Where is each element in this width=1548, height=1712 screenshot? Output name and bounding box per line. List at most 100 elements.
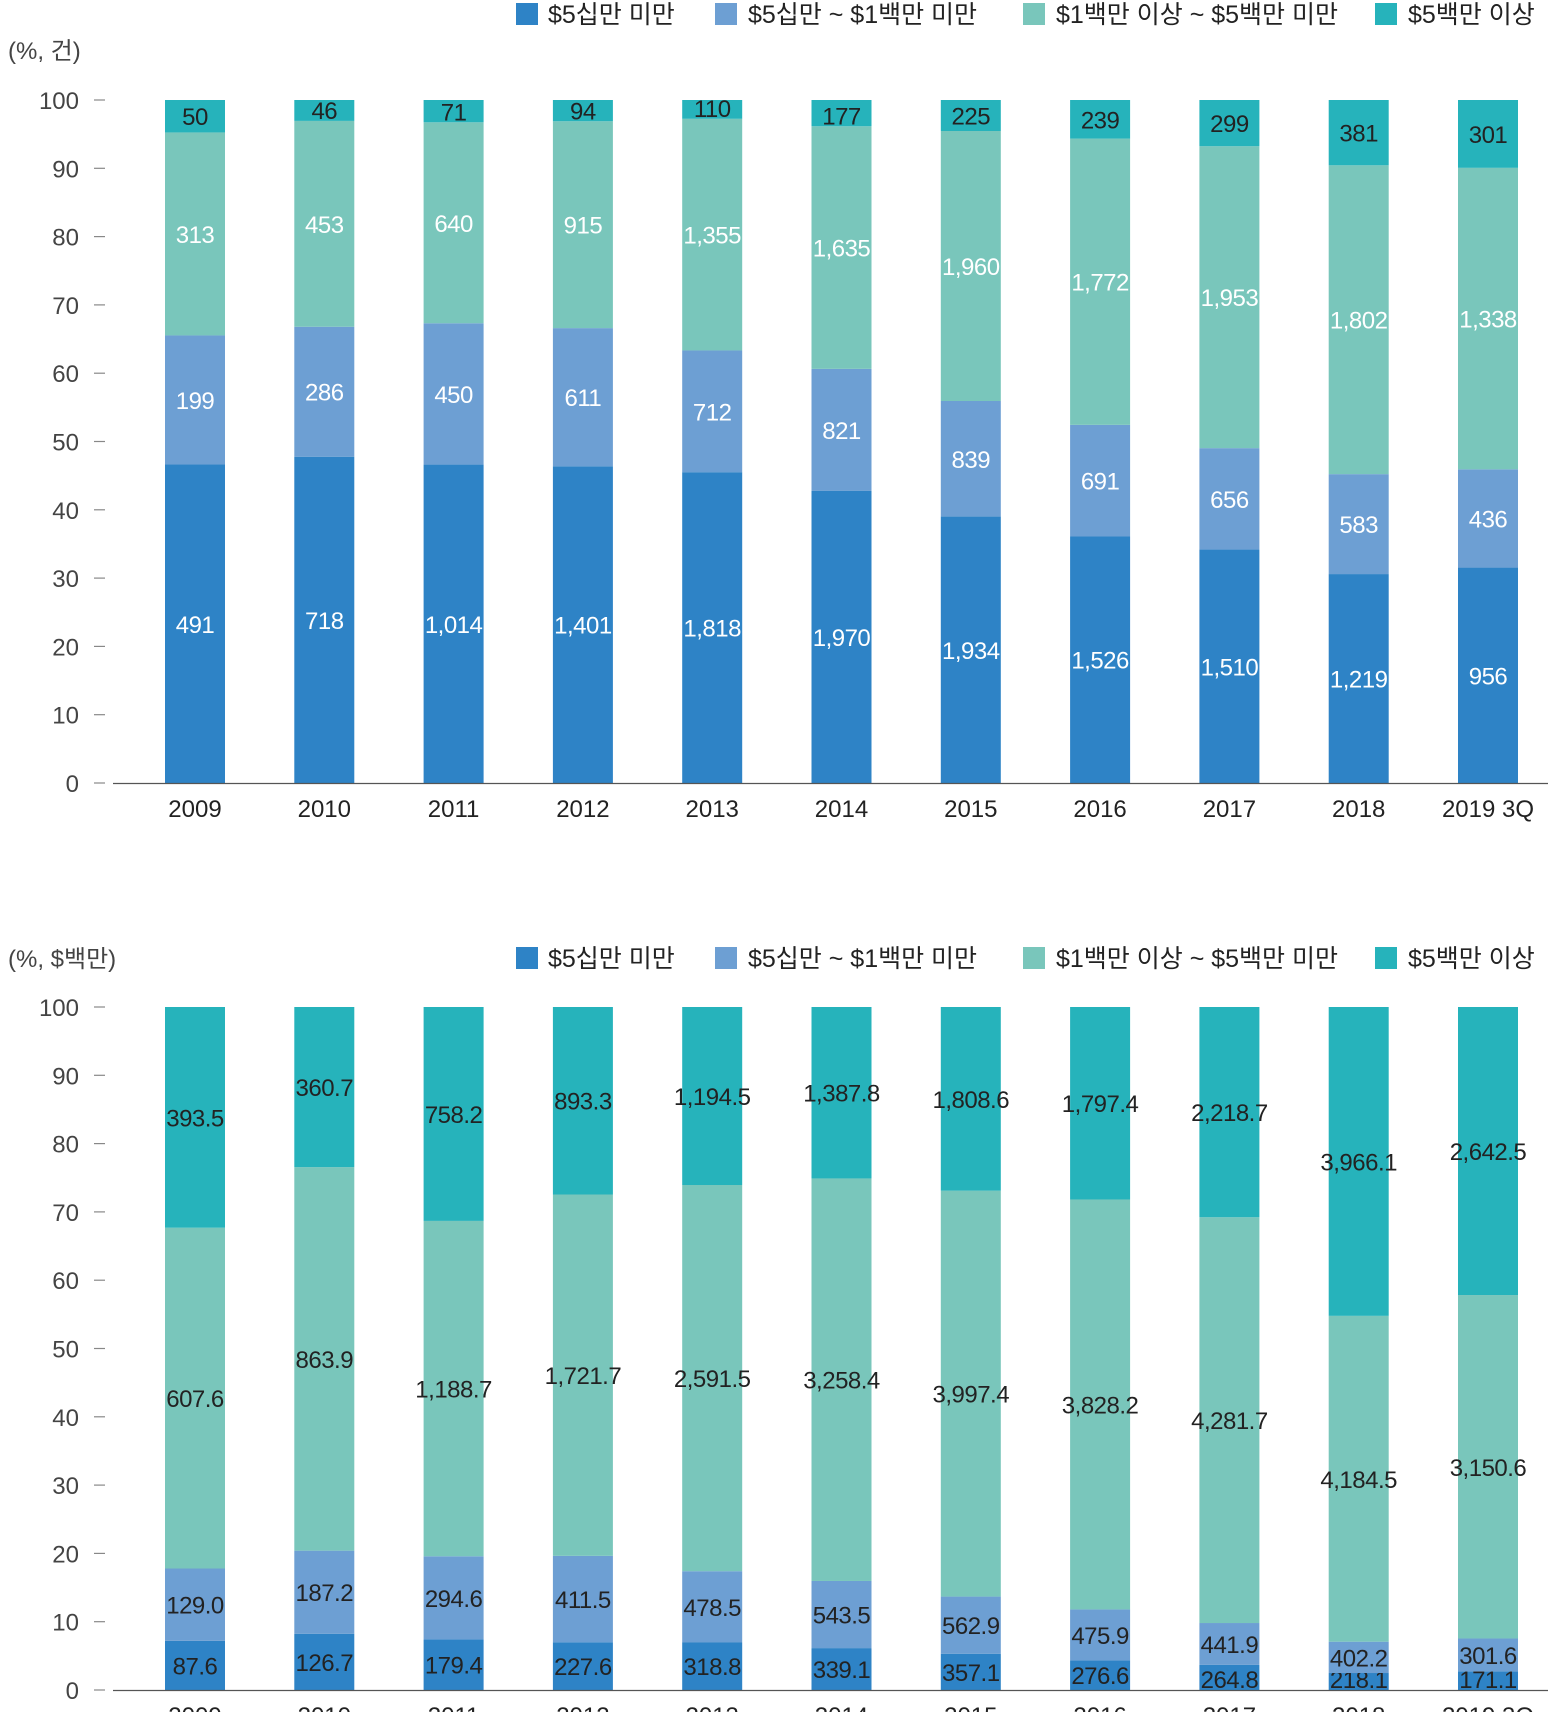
bar-segment [423,122,484,324]
x-tick-label: 2009 [168,796,221,823]
data-label: 1,960 [942,254,1000,281]
bar-segment [423,323,484,465]
bar-segment [1458,469,1518,568]
data-label: 177 [822,103,861,130]
bar-segment [682,1185,743,1572]
bar-segment [165,100,225,133]
data-label: 1,970 [813,625,871,652]
data-label: 543.5 [813,1603,871,1630]
bar-segment [165,1227,225,1569]
data-label: 360.7 [296,1075,354,1102]
bar-segment [552,466,613,783]
y-tick-label: 70 [52,293,79,320]
y-tick-label: 60 [52,361,79,388]
bar-segment [1458,567,1518,783]
y-tick-label: 30 [52,566,79,593]
bar-segment [165,132,225,336]
data-label: 264.8 [1201,1667,1259,1694]
bar-segment [294,1633,355,1690]
x-tick-label: 2019 3Q [1442,1703,1534,1712]
data-label: 691 [1081,469,1120,496]
data-label: 1,526 [1071,648,1129,675]
data-label: 1,510 [1201,654,1259,681]
bar-segment [811,1007,872,1179]
legend-label: $5백만 이상 [1408,945,1535,973]
bar-segment [1199,448,1260,550]
data-label: 436 [1469,506,1508,533]
y-tick-label: 0 [66,771,79,798]
bar-segment [682,350,743,473]
bar-segment [423,464,484,783]
data-label: 758.2 [425,1102,483,1129]
legend-label: $5십만 미만 [548,1,675,29]
data-label: 893.3 [554,1089,612,1116]
data-label: 2,218.7 [1191,1100,1268,1127]
bar-segment [1070,100,1131,139]
bar-segment [1199,1217,1260,1624]
bar-segment [165,1568,225,1641]
data-label: 1,355 [683,223,741,250]
bar-segment [1328,1007,1389,1316]
data-label: 411.5 [555,1587,611,1614]
bar-segment [1458,100,1518,168]
data-label: 3,997.4 [933,1382,1010,1409]
x-tick-label: 2013 [686,796,739,823]
legend-label: $5십만 ~ $1백만 미만 [748,945,977,973]
data-label: 1,401 [554,613,612,640]
data-label: 381 [1339,121,1378,148]
data-label: 299 [1210,111,1249,138]
x-tick-label: 2016 [1073,796,1126,823]
data-label: 1,194.5 [674,1084,751,1111]
bar-segment [811,1178,872,1581]
data-label: 3,828.2 [1062,1392,1139,1419]
bar-segment [552,1555,613,1643]
data-label: 1,188.7 [415,1377,492,1404]
data-label: 1,219 [1330,667,1388,694]
data-label: 478.5 [683,1595,741,1622]
y-tick-label: 20 [52,634,79,661]
x-tick-label: 2015 [944,1703,997,1712]
data-label: 1,797.4 [1062,1091,1139,1118]
data-label: 562.9 [942,1613,1000,1640]
data-label: 357.1 [942,1660,1000,1687]
legend-label: $1백만 이상 ~ $5백만 미만 [1056,1,1338,29]
stacked-bar-chart-count: (%, 건) $5십만 미만 $5십만 ~ $1백만 미만 $1백만 이상 ~ $5백… [8,1,1548,823]
data-label: 94 [570,98,596,125]
bar-segment [1070,536,1131,783]
bar-segment [811,126,872,369]
data-label: 46 [311,98,337,125]
bar-segment [1070,138,1131,425]
data-label: 640 [434,211,473,238]
data-label: 87.6 [173,1653,218,1680]
data-label: 339.1 [813,1657,871,1684]
data-label: 1,014 [425,612,483,639]
data-label: 718 [305,608,344,635]
data-label: 301 [1469,122,1508,149]
legend-label: $5십만 ~ $1백만 미만 [748,1,977,29]
bar-segment [940,1596,1001,1654]
bar-segment [294,456,355,783]
y-tick-label: 60 [52,1268,79,1295]
bar-segment [811,1580,872,1649]
data-label: 1,721.7 [545,1363,622,1390]
bar-segment [1328,474,1389,575]
bar-segment [294,1550,355,1634]
data-label: 956 [1469,663,1508,690]
x-tick-label: 2018 [1332,796,1385,823]
bar-segment [552,1642,613,1690]
bar-segment [165,1007,225,1228]
data-label: 171.1 [1459,1667,1517,1694]
bar-segment [423,100,484,123]
data-label: 839 [952,447,991,474]
x-tick-label: 2011 [428,1703,480,1712]
data-label: 3,966.1 [1320,1149,1397,1176]
stacked-bar-chart-amount: (%, $백만) $5십만 미만 $5십만 ~ $1백만 미만 $1백만 이상 ~ $… [8,945,1548,1712]
bar-segment [1199,100,1260,147]
bar-segment [1199,1007,1260,1218]
x-tick-label: 2009 [168,1703,221,1712]
data-label: 1,953 [1201,285,1259,312]
legend-label: $5백만 이상 [1408,1,1535,29]
bar-segment [1199,1623,1260,1665]
bar-segment [811,1648,872,1690]
